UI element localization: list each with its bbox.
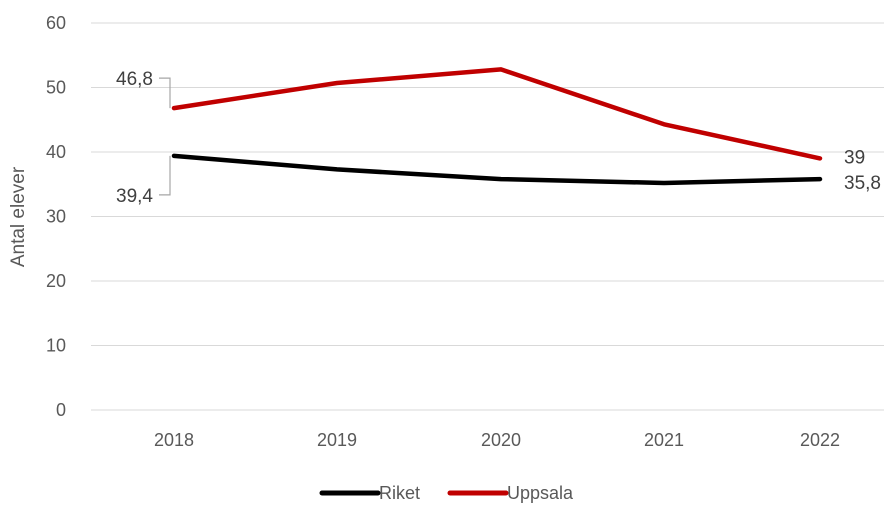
y-tick-30: 30 [46,207,66,227]
gridlines [91,22,884,411]
y-tick-50: 50 [46,78,66,98]
data-label-riket-2018-leader [159,155,171,196]
data-label-riket-2018: 39,4 [116,186,153,207]
data-label-uppsala-2018: 46,8 [116,69,153,90]
x-tick-2018: 2018 [154,430,194,450]
y-tick-60: 60 [46,13,66,33]
y-axis-label: Antal elever [8,166,29,267]
series-lines [171,67,823,186]
data-label-riket-2022: 35,8 [844,173,881,194]
x-tick-2019: 2019 [317,430,357,450]
legend-label-riket: Riket [379,483,420,503]
data-labels: 46,8 39,4 39 35,8 [116,69,881,207]
x-tick-2021: 2021 [644,430,684,450]
y-tick-10: 10 [46,336,66,356]
x-tick-2020: 2020 [481,430,521,450]
y-tick-40: 40 [46,142,66,162]
legend-label-uppsala: Uppsala [507,483,574,503]
data-label-uppsala-2018-leader [159,77,171,109]
y-tick-0: 0 [56,400,66,420]
legend: Riket Uppsala [319,483,574,503]
y-tick-20: 20 [46,271,66,291]
y-axis-ticks: 0 10 20 30 40 50 60 [46,13,66,420]
series-line-riket [171,153,823,186]
series-line-uppsala [171,67,823,161]
x-tick-2022: 2022 [800,430,840,450]
x-axis-ticks: 2018 2019 2020 2021 2022 [154,430,840,450]
data-label-uppsala-2022: 39 [844,147,865,168]
